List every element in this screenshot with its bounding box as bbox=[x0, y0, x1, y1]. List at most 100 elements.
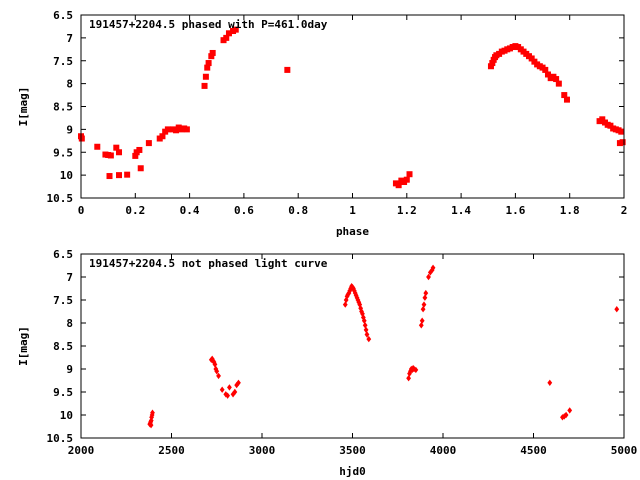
data-point bbox=[362, 322, 368, 329]
unphased-panel-title: 191457+2204.5 not phased light curve bbox=[89, 257, 328, 270]
y-tick-label: 9 bbox=[66, 123, 73, 136]
data-point bbox=[423, 289, 429, 297]
data-point bbox=[137, 165, 144, 172]
data-point bbox=[542, 66, 549, 73]
data-point bbox=[219, 386, 225, 393]
data-point bbox=[94, 143, 101, 150]
data-point bbox=[406, 171, 413, 178]
x-tick-label: 2 bbox=[621, 204, 628, 217]
data-point bbox=[563, 411, 569, 419]
phased-light-curve-panel: 0 0.2 0.4 0.6 0.8 1 1.2 1.4 1.6 1.8 2 6.5 7 7.5 8 8.5 9 9… bbox=[17, 9, 627, 238]
data-point bbox=[599, 116, 606, 123]
x-tick-label: 0.2 bbox=[125, 204, 145, 217]
phased-panel-x-axis-label: phase bbox=[336, 225, 369, 238]
unphased-panel-tick-labels: 2000 2500 3000 3500 4000 4500 5000 6.5 7 7.5 8 8.5 9… bbox=[47, 248, 638, 457]
phased-panel-title: 191457+2204.5 phased with P=461.0day bbox=[89, 18, 328, 31]
data-point bbox=[348, 285, 354, 292]
data-point bbox=[413, 366, 419, 374]
data-point bbox=[106, 173, 113, 180]
y-tick-label: 7.5 bbox=[53, 55, 73, 68]
data-point bbox=[553, 76, 560, 83]
data-point bbox=[209, 49, 216, 56]
x-tick-label: 2500 bbox=[158, 444, 185, 457]
data-point bbox=[528, 55, 535, 62]
data-point bbox=[205, 60, 212, 67]
data-point bbox=[201, 82, 208, 89]
data-point bbox=[567, 407, 573, 414]
x-tick-label: 1.2 bbox=[397, 204, 417, 217]
unphased-panel-x-axis-label: hjd0 bbox=[339, 465, 366, 478]
data-point bbox=[561, 92, 568, 99]
data-point bbox=[430, 264, 436, 271]
data-point bbox=[159, 133, 166, 140]
data-point bbox=[183, 126, 190, 133]
y-tick-label: 7 bbox=[66, 271, 73, 284]
y-tick-label: 10.5 bbox=[47, 192, 74, 205]
phased-panel-y-axis-label: I[mag] bbox=[17, 87, 30, 127]
unphased-light-curve-panel: 2000 2500 3000 3500 4000 4500 5000 6.5 7 7.5 8 8.5 9… bbox=[17, 248, 637, 478]
data-point bbox=[366, 335, 372, 343]
x-tick-label: 1.4 bbox=[451, 204, 471, 217]
x-tick-label: 1.6 bbox=[505, 204, 525, 217]
data-point bbox=[214, 368, 220, 375]
x-tick-label: 3500 bbox=[339, 444, 366, 457]
data-point bbox=[563, 96, 570, 103]
data-point bbox=[136, 146, 143, 153]
data-point bbox=[351, 287, 357, 294]
data-point bbox=[544, 71, 551, 78]
data-point bbox=[208, 53, 215, 60]
data-point bbox=[212, 361, 218, 368]
x-tick-label: 0 bbox=[78, 204, 85, 217]
data-point bbox=[223, 34, 230, 41]
y-tick-label: 9 bbox=[66, 363, 73, 376]
data-point bbox=[346, 289, 352, 297]
data-point bbox=[426, 273, 431, 281]
data-point bbox=[124, 171, 131, 178]
data-point bbox=[164, 126, 171, 133]
data-point bbox=[421, 301, 427, 308]
data-point bbox=[342, 301, 348, 308]
data-point bbox=[225, 30, 232, 37]
data-point bbox=[406, 375, 412, 382]
data-point bbox=[489, 60, 496, 67]
data-point bbox=[555, 80, 562, 87]
data-point bbox=[225, 392, 231, 399]
y-tick-label: 9.5 bbox=[53, 386, 73, 399]
y-tick-label: 6.5 bbox=[53, 248, 73, 261]
data-point bbox=[132, 152, 139, 159]
data-point bbox=[614, 306, 620, 313]
unphased-panel-frame bbox=[80, 253, 625, 439]
data-point bbox=[422, 294, 428, 301]
data-point bbox=[619, 139, 626, 146]
data-point bbox=[227, 384, 232, 391]
y-tick-label: 9.5 bbox=[53, 146, 73, 159]
data-point bbox=[150, 409, 155, 416]
y-tick-label: 6.5 bbox=[53, 9, 73, 22]
phased-panel-frame bbox=[80, 14, 625, 199]
data-point bbox=[107, 152, 114, 159]
data-point bbox=[355, 296, 361, 304]
data-point bbox=[419, 317, 425, 324]
y-tick-label: 8.5 bbox=[53, 101, 73, 114]
x-tick-label: 4000 bbox=[430, 444, 457, 457]
y-tick-label: 8 bbox=[66, 317, 73, 330]
data-point bbox=[420, 306, 426, 313]
unphased-panel-data-points bbox=[147, 264, 620, 429]
data-point bbox=[236, 379, 241, 386]
data-point bbox=[487, 63, 494, 70]
data-point bbox=[364, 331, 370, 338]
data-point bbox=[232, 26, 239, 33]
data-point bbox=[395, 182, 402, 189]
data-point bbox=[284, 66, 291, 73]
x-tick-label: 5000 bbox=[611, 444, 638, 457]
data-point bbox=[204, 64, 211, 71]
x-tick-label: 0.6 bbox=[234, 204, 254, 217]
data-point bbox=[78, 135, 85, 142]
phased-panel-data-points bbox=[78, 26, 626, 189]
x-tick-label: 3000 bbox=[249, 444, 276, 457]
unphased-panel-y-axis-label: I[mag] bbox=[17, 326, 30, 366]
data-point bbox=[148, 421, 154, 429]
y-tick-label: 10.5 bbox=[47, 432, 74, 445]
data-point bbox=[113, 144, 120, 151]
